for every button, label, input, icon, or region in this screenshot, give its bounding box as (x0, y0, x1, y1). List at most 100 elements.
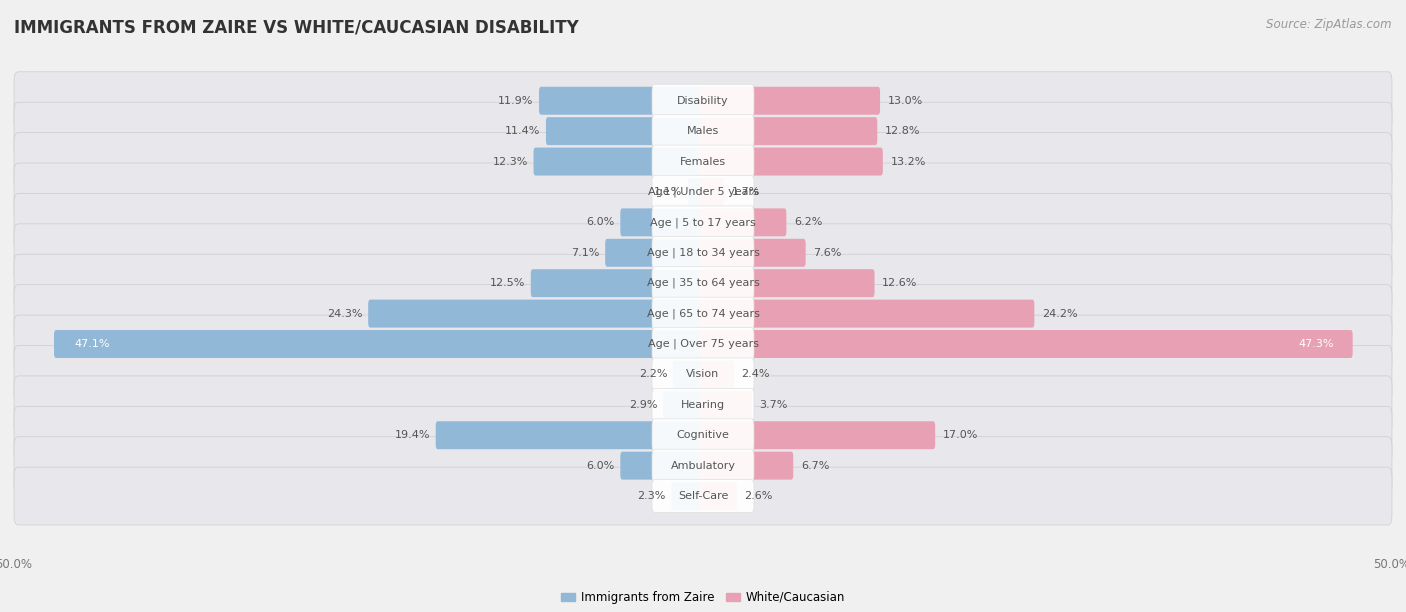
FancyBboxPatch shape (652, 449, 754, 482)
Text: Hearing: Hearing (681, 400, 725, 410)
FancyBboxPatch shape (652, 236, 754, 269)
Text: Age | Over 75 years: Age | Over 75 years (648, 339, 758, 349)
FancyBboxPatch shape (652, 358, 754, 391)
FancyBboxPatch shape (605, 239, 704, 267)
FancyBboxPatch shape (531, 269, 704, 297)
FancyBboxPatch shape (652, 389, 754, 421)
Text: 6.2%: 6.2% (794, 217, 823, 228)
FancyBboxPatch shape (14, 406, 1392, 464)
FancyBboxPatch shape (699, 239, 806, 267)
Text: 47.1%: 47.1% (75, 339, 110, 349)
Text: 7.1%: 7.1% (571, 248, 599, 258)
Text: Age | 35 to 64 years: Age | 35 to 64 years (647, 278, 759, 288)
Text: Age | 5 to 17 years: Age | 5 to 17 years (650, 217, 756, 228)
FancyBboxPatch shape (652, 206, 754, 239)
FancyBboxPatch shape (652, 327, 754, 360)
FancyBboxPatch shape (436, 421, 704, 449)
Text: 12.5%: 12.5% (489, 278, 526, 288)
Text: 47.3%: 47.3% (1299, 339, 1334, 349)
Text: 13.0%: 13.0% (887, 95, 922, 106)
FancyBboxPatch shape (699, 360, 734, 389)
Text: 7.6%: 7.6% (813, 248, 842, 258)
FancyBboxPatch shape (533, 147, 704, 176)
FancyBboxPatch shape (699, 330, 1353, 358)
FancyBboxPatch shape (14, 346, 1392, 403)
FancyBboxPatch shape (53, 330, 704, 358)
Text: Source: ZipAtlas.com: Source: ZipAtlas.com (1267, 18, 1392, 31)
Text: 6.0%: 6.0% (586, 217, 614, 228)
FancyBboxPatch shape (14, 467, 1392, 525)
FancyBboxPatch shape (699, 421, 935, 449)
Text: 6.0%: 6.0% (586, 461, 614, 471)
FancyBboxPatch shape (368, 300, 704, 327)
Text: Males: Males (688, 126, 718, 136)
FancyBboxPatch shape (14, 193, 1392, 252)
Text: Self-Care: Self-Care (678, 491, 728, 501)
Text: Age | 65 to 74 years: Age | 65 to 74 years (647, 308, 759, 319)
FancyBboxPatch shape (671, 482, 704, 510)
FancyBboxPatch shape (699, 87, 880, 114)
Text: 2.4%: 2.4% (741, 370, 770, 379)
Text: 2.9%: 2.9% (628, 400, 658, 410)
Text: 11.9%: 11.9% (498, 95, 533, 106)
Text: Females: Females (681, 157, 725, 166)
Text: 1.7%: 1.7% (733, 187, 761, 197)
Text: Vision: Vision (686, 370, 720, 379)
Text: 12.3%: 12.3% (492, 157, 529, 166)
Text: 24.2%: 24.2% (1042, 308, 1077, 319)
FancyBboxPatch shape (652, 84, 754, 117)
FancyBboxPatch shape (699, 269, 875, 297)
Text: 3.7%: 3.7% (759, 400, 787, 410)
FancyBboxPatch shape (546, 117, 704, 145)
Text: 1.1%: 1.1% (654, 187, 682, 197)
Text: 24.3%: 24.3% (328, 308, 363, 319)
Text: 19.4%: 19.4% (395, 430, 430, 440)
FancyBboxPatch shape (699, 117, 877, 145)
FancyBboxPatch shape (652, 297, 754, 330)
Text: 17.0%: 17.0% (943, 430, 979, 440)
FancyBboxPatch shape (699, 300, 1035, 327)
Text: 2.2%: 2.2% (638, 370, 668, 379)
Text: Age | 18 to 34 years: Age | 18 to 34 years (647, 247, 759, 258)
Text: 2.6%: 2.6% (744, 491, 773, 501)
FancyBboxPatch shape (672, 360, 704, 389)
Text: 12.6%: 12.6% (882, 278, 918, 288)
FancyBboxPatch shape (14, 163, 1392, 221)
FancyBboxPatch shape (652, 480, 754, 512)
Text: Disability: Disability (678, 95, 728, 106)
FancyBboxPatch shape (538, 87, 704, 114)
FancyBboxPatch shape (14, 224, 1392, 282)
FancyBboxPatch shape (699, 208, 786, 236)
FancyBboxPatch shape (699, 391, 752, 419)
FancyBboxPatch shape (652, 267, 754, 300)
Text: Cognitive: Cognitive (676, 430, 730, 440)
FancyBboxPatch shape (14, 437, 1392, 494)
FancyBboxPatch shape (14, 133, 1392, 190)
FancyBboxPatch shape (664, 391, 704, 419)
FancyBboxPatch shape (699, 147, 883, 176)
FancyBboxPatch shape (14, 254, 1392, 312)
Text: 6.7%: 6.7% (801, 461, 830, 471)
Text: Age | Under 5 years: Age | Under 5 years (648, 187, 758, 197)
FancyBboxPatch shape (652, 114, 754, 147)
FancyBboxPatch shape (620, 452, 704, 480)
FancyBboxPatch shape (620, 208, 704, 236)
FancyBboxPatch shape (14, 72, 1392, 130)
FancyBboxPatch shape (14, 315, 1392, 373)
FancyBboxPatch shape (652, 176, 754, 209)
Text: 13.2%: 13.2% (890, 157, 925, 166)
FancyBboxPatch shape (652, 145, 754, 178)
FancyBboxPatch shape (14, 376, 1392, 434)
Text: 12.8%: 12.8% (884, 126, 921, 136)
FancyBboxPatch shape (688, 178, 704, 206)
Text: 2.3%: 2.3% (637, 491, 666, 501)
FancyBboxPatch shape (699, 178, 724, 206)
FancyBboxPatch shape (699, 482, 737, 510)
Text: Ambulatory: Ambulatory (671, 461, 735, 471)
Text: 11.4%: 11.4% (505, 126, 540, 136)
Text: IMMIGRANTS FROM ZAIRE VS WHITE/CAUCASIAN DISABILITY: IMMIGRANTS FROM ZAIRE VS WHITE/CAUCASIAN… (14, 18, 579, 36)
FancyBboxPatch shape (652, 419, 754, 452)
FancyBboxPatch shape (14, 102, 1392, 160)
FancyBboxPatch shape (699, 452, 793, 480)
Legend: Immigrants from Zaire, White/Caucasian: Immigrants from Zaire, White/Caucasian (555, 586, 851, 608)
